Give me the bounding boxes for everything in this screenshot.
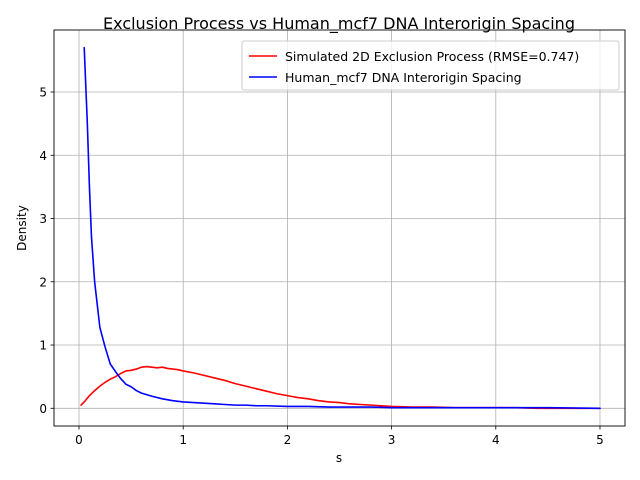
x-tick-label: 3	[388, 433, 396, 447]
x-tick-label: 1	[179, 433, 187, 447]
series-line-mcf7	[83, 46, 601, 410]
legend: Simulated 2D Exclusion Process (RMSE=0.7…	[241, 40, 620, 91]
legend-label-mcf7: Human_mcf7 DNA Interorigin Spacing	[285, 70, 522, 85]
legend-label-simulated: Simulated 2D Exclusion Process (RMSE=0.7…	[285, 49, 579, 64]
x-tick-label: 5	[596, 433, 604, 447]
y-tick-label: 0	[39, 402, 47, 416]
y-tick-label: 2	[39, 275, 47, 289]
chart-title: Exclusion Process vs Human_mcf7 DNA Inte…	[103, 14, 575, 34]
series-lines	[80, 46, 601, 410]
x-tick-label: 4	[492, 433, 500, 447]
x-tick-label: 0	[75, 433, 83, 447]
y-tick-label: 5	[39, 85, 47, 99]
legend-box	[241, 40, 620, 91]
y-tick-label: 1	[39, 339, 47, 353]
x-axis-label: s	[336, 451, 342, 465]
grid	[54, 30, 625, 426]
y-tick-label: 4	[39, 149, 47, 163]
x-tick-label: 2	[284, 433, 292, 447]
axis-ticks: 0 1 2 3 4 5 0 1 2 3 4 5	[39, 85, 603, 447]
y-axis-label: Density	[15, 205, 29, 251]
y-tick-label: 3	[39, 212, 47, 226]
plot-frame	[53, 29, 626, 427]
